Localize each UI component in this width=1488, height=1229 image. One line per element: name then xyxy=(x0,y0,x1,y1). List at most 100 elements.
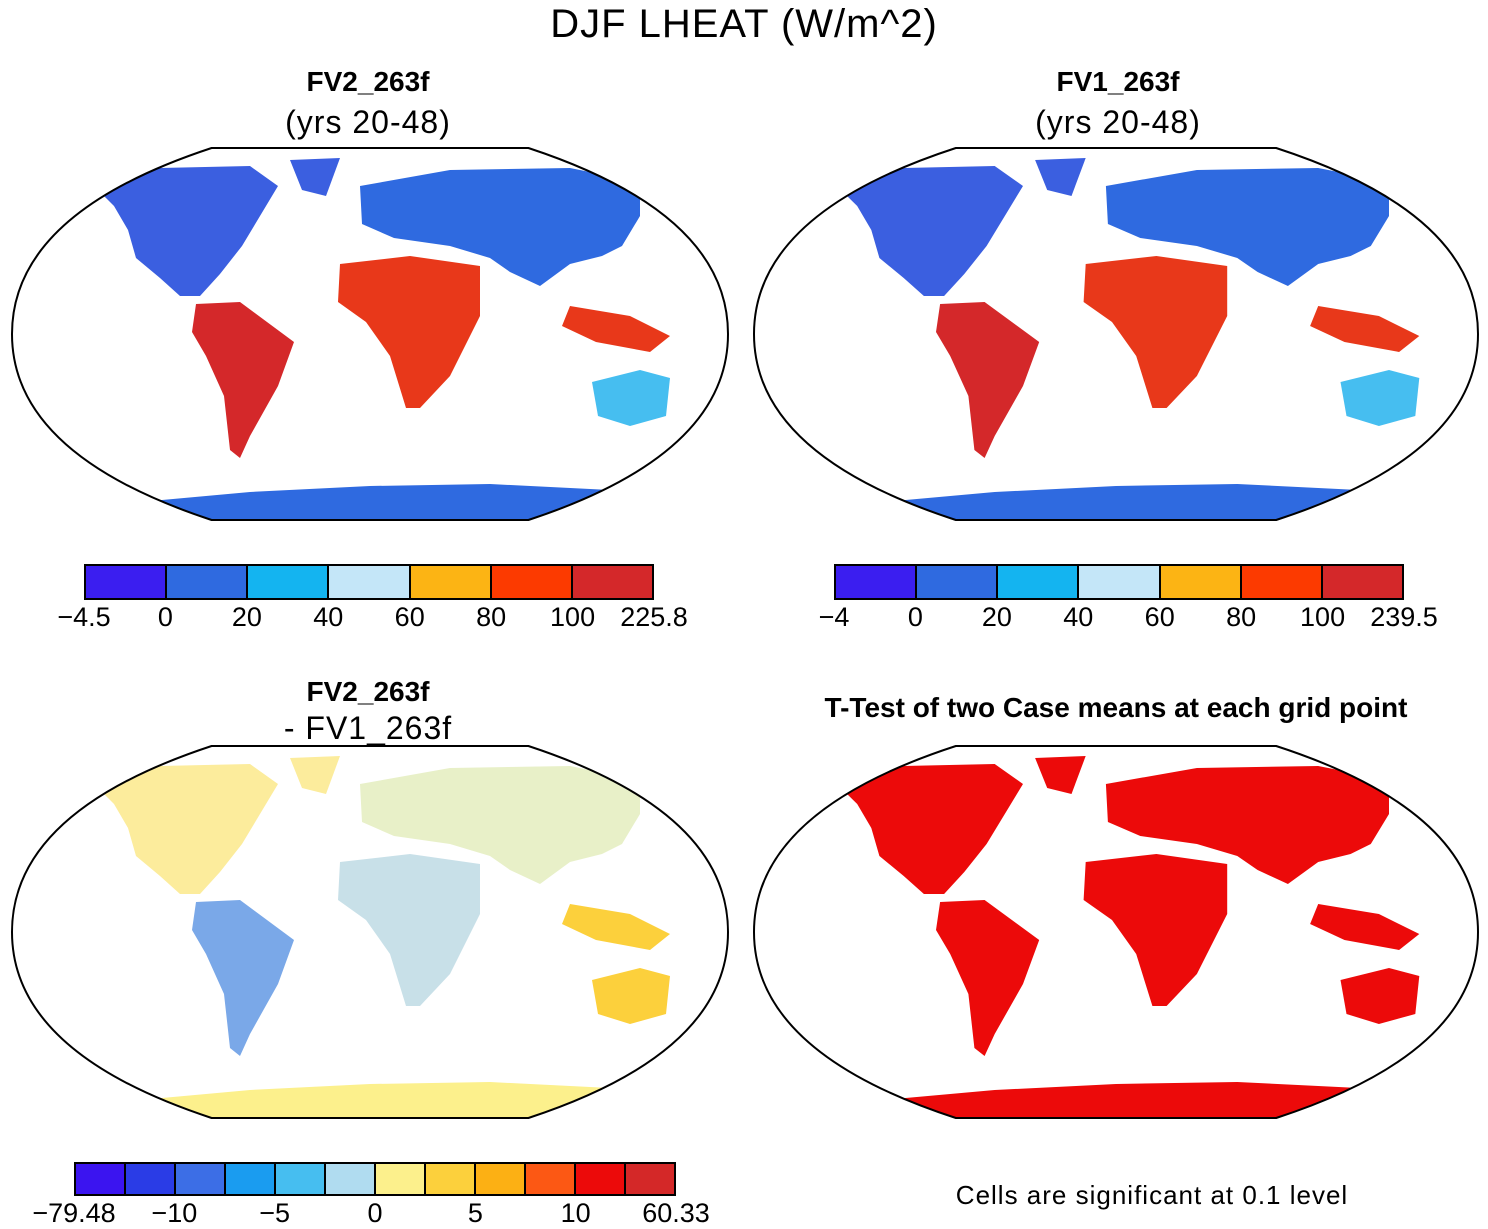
colorbar-tick-label: 239.5 xyxy=(1370,602,1438,632)
colorbar-swatch xyxy=(176,1164,226,1194)
colorbar-swatch xyxy=(998,566,1080,598)
eurasia-region xyxy=(360,766,640,884)
africa-region xyxy=(1083,854,1228,1006)
colorbar-swatch xyxy=(1160,566,1242,598)
australia-region xyxy=(592,968,670,1024)
colorbar-tick-label: 80 xyxy=(1226,602,1257,632)
colorbar-swatch xyxy=(1241,566,1323,598)
africa-region xyxy=(1083,256,1228,408)
colorbar-swatch xyxy=(410,566,492,598)
colorbar-tick-label: 60 xyxy=(394,602,425,632)
colorbar-tick-label: 80 xyxy=(476,602,507,632)
panel-3-subtitle: - FV1_263f xyxy=(283,710,453,746)
africa-region xyxy=(338,256,480,408)
southeast-asia-region xyxy=(1310,306,1420,352)
colorbar-swatch xyxy=(1079,566,1161,598)
colorbar-swatch xyxy=(329,566,411,598)
panel-3-colorbar xyxy=(74,1162,676,1196)
colorbar-swatch xyxy=(1322,566,1402,598)
map-outline xyxy=(752,147,1480,521)
greenland-region xyxy=(1035,756,1086,794)
panel-2-subtitle: (yrs 20-48) xyxy=(1035,104,1201,140)
colorbar-swatch xyxy=(126,1164,176,1194)
colorbar-tick-label: 5 xyxy=(467,1198,483,1228)
map-outline xyxy=(752,745,1480,1119)
greenland-region xyxy=(1035,158,1086,196)
australia-region xyxy=(1340,968,1420,1024)
significance-note: Cells are significant at 0.1 level xyxy=(955,1180,1349,1210)
eurasia-region xyxy=(1105,766,1389,884)
colorbar-tick-label: 10 xyxy=(560,1198,591,1228)
colorbar-swatch xyxy=(626,1164,674,1194)
panel-1-map xyxy=(10,147,730,521)
colorbar-tick-label: 100 xyxy=(550,602,596,632)
figure-title: DJF LHEAT (W/m^2) xyxy=(550,2,938,46)
panel-1-subtitle: (yrs 20-48) xyxy=(285,104,451,140)
greenland-region xyxy=(290,158,340,196)
colorbar-tick-label: 60.33 xyxy=(642,1198,710,1228)
colorbar-swatch xyxy=(836,566,918,598)
north-america-region xyxy=(94,764,278,894)
eurasia-region xyxy=(1105,168,1389,286)
colorbar-swatch xyxy=(86,566,168,598)
south-america-region xyxy=(192,302,294,458)
panel-2-title: FV1_263f xyxy=(1056,66,1180,97)
colorbar-tick-label: 40 xyxy=(1063,602,1094,632)
colorbar-swatch xyxy=(248,566,330,598)
map-outline xyxy=(10,745,730,1119)
australia-region xyxy=(1340,370,1420,426)
colorbar-tick-label: 0 xyxy=(907,602,923,632)
colorbar-swatch xyxy=(572,566,652,598)
antarctica-region xyxy=(140,1082,690,1118)
colorbar-tick-label: 0 xyxy=(157,602,173,632)
panel-2-colorbar xyxy=(834,564,1404,600)
australia-region xyxy=(592,370,670,426)
colorbar-swatch xyxy=(167,566,249,598)
colorbar-swatch xyxy=(276,1164,326,1194)
colorbar-swatch xyxy=(491,566,573,598)
southeast-asia-region xyxy=(1310,904,1420,950)
panel-3-title: FV2_263f xyxy=(306,676,430,707)
colorbar-tick-label: 40 xyxy=(313,602,344,632)
colorbar-swatch xyxy=(526,1164,576,1194)
colorbar-tick-label: 225.8 xyxy=(620,602,688,632)
south-america-region xyxy=(936,900,1040,1056)
panel-3-map xyxy=(10,745,730,1119)
colorbar-tick-label: −79.48 xyxy=(32,1198,116,1228)
colorbar-swatch xyxy=(326,1164,376,1194)
antarctica-region xyxy=(883,1082,1440,1118)
panel-1-colorbar xyxy=(84,564,654,600)
colorbar-swatch xyxy=(226,1164,276,1194)
colorbar-swatch xyxy=(917,566,999,598)
southeast-asia-region xyxy=(562,306,670,352)
colorbar-tick-label: 20 xyxy=(231,602,262,632)
greenland-region xyxy=(290,756,340,794)
eurasia-region xyxy=(360,168,640,286)
antarctica-region xyxy=(883,484,1440,520)
colorbar-swatch xyxy=(426,1164,476,1194)
panel-1-title: FV2_263f xyxy=(306,66,430,97)
antarctica-region xyxy=(140,484,690,520)
colorbar-tick-label: −10 xyxy=(151,1198,198,1228)
colorbar-tick-label: 0 xyxy=(367,1198,383,1228)
colorbar-tick-label: −5 xyxy=(259,1198,291,1228)
colorbar-swatch xyxy=(476,1164,526,1194)
colorbar-tick-label: −4.5 xyxy=(57,602,111,632)
north-america-region xyxy=(836,166,1023,296)
southeast-asia-region xyxy=(562,904,670,950)
colorbar-swatch xyxy=(76,1164,126,1194)
panel-4-title: T-Test of two Case means at each grid po… xyxy=(824,692,1408,723)
panel-2-map xyxy=(752,147,1480,521)
map-outline xyxy=(10,147,730,521)
colorbar-tick-label: −4 xyxy=(818,602,850,632)
colorbar-tick-label: 100 xyxy=(1300,602,1346,632)
north-america-region xyxy=(94,166,278,296)
colorbar-tick-label: 60 xyxy=(1144,602,1175,632)
africa-region xyxy=(338,854,480,1006)
colorbar-swatch xyxy=(376,1164,426,1194)
panel-4-map xyxy=(752,745,1480,1119)
north-america-region xyxy=(836,764,1023,894)
south-america-region xyxy=(936,302,1040,458)
south-america-region xyxy=(192,900,294,1056)
colorbar-swatch xyxy=(576,1164,626,1194)
